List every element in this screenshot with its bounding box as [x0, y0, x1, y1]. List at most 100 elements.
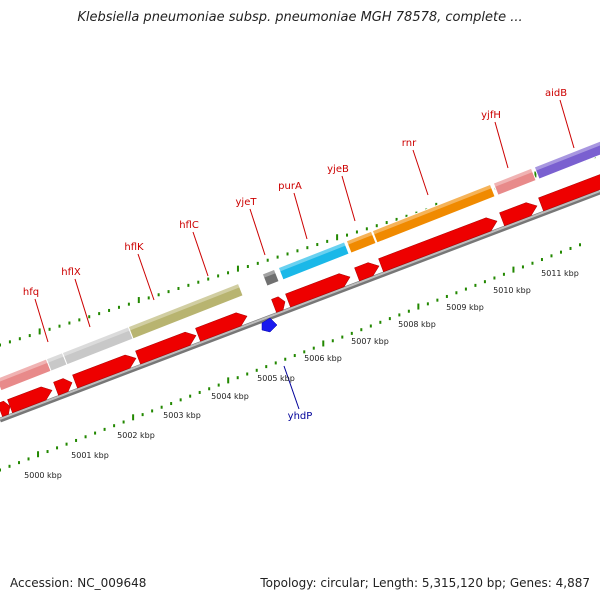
scale-labels: 5000 kbp 5001 kbp 5002 kbp 5003 kbp 5004 kbp…: [24, 269, 579, 480]
gene-label-yjeB[interactable]: yjeB: [327, 164, 349, 175]
cds-arrow[interactable]: [135, 329, 199, 365]
minor-tick: [189, 394, 192, 398]
minor-tick: [217, 274, 220, 278]
gene-block-yjfH[interactable]: [492, 167, 537, 196]
gene-block-hfq[interactable]: [0, 358, 52, 392]
minor-tick: [579, 243, 582, 247]
gene-fill: [261, 268, 280, 287]
cds-arrow[interactable]: [72, 352, 139, 389]
minor-tick: [88, 315, 91, 319]
major-tick: [322, 340, 325, 347]
minor-tick: [474, 283, 477, 287]
leader-hfq: [34, 298, 49, 343]
minor-tick: [177, 286, 180, 290]
gene-label-purA[interactable]: purA: [278, 181, 302, 192]
minor-tick: [179, 398, 182, 402]
minor-tick: [197, 280, 200, 284]
minor-tick: [303, 350, 306, 354]
minor-tick: [28, 334, 31, 338]
gene-label-hflX[interactable]: hflX: [61, 267, 81, 278]
minor-tick: [316, 243, 319, 247]
cds-arrow[interactable]: [53, 376, 75, 396]
scale-label: 5009 kbp: [446, 303, 484, 312]
accession-text: Accession: NC_009648: [10, 576, 147, 590]
leader-lines: [34, 99, 575, 410]
minor-tick: [426, 302, 429, 306]
gene-label-aidB[interactable]: aidB: [545, 88, 567, 99]
gene-label-rnr[interactable]: rnr: [402, 138, 417, 149]
minor-tick: [436, 298, 439, 302]
cds-arrow[interactable]: [271, 295, 288, 313]
minor-tick: [559, 250, 562, 254]
cds-arrow[interactable]: [285, 270, 353, 308]
cds-arrow[interactable]: [538, 171, 600, 212]
gene-block-rnr[interactable]: [371, 183, 496, 244]
gene-label-hflC[interactable]: hflC: [179, 220, 199, 231]
minor-tick: [341, 335, 344, 339]
major-tick: [137, 297, 140, 304]
minor-tick: [531, 261, 534, 265]
minor-tick: [296, 249, 299, 253]
minor-tick: [56, 446, 59, 450]
minor-tick: [255, 368, 258, 372]
minor-tick: [293, 354, 296, 358]
gene-label-yjeT[interactable]: yjeT: [236, 197, 258, 208]
minor-tick: [0, 343, 1, 347]
cds-arrow[interactable]: [354, 259, 382, 282]
leader-yjeT: [249, 208, 266, 256]
gene-fill: [492, 167, 537, 196]
minor-tick: [326, 239, 329, 243]
minor-tick: [375, 224, 378, 228]
minor-tick: [286, 252, 289, 256]
minor-tick: [306, 246, 309, 250]
leader-yjeB: [341, 175, 356, 222]
gene-fill: [127, 282, 244, 340]
minor-tick: [266, 258, 269, 262]
gene-label-hfq[interactable]: hfq: [23, 287, 39, 298]
gene-block-hflX[interactable]: [45, 352, 68, 372]
major-tick: [336, 234, 339, 241]
major-tick: [132, 414, 135, 421]
minor-tick: [284, 357, 287, 361]
scale-label: 5006 kbp: [304, 354, 342, 363]
gene-block-yjeT[interactable]: [261, 268, 280, 287]
cds-arrow[interactable]: [7, 384, 55, 414]
minor-tick: [540, 258, 543, 262]
minor-tick: [550, 254, 553, 258]
cds-arrow[interactable]: [378, 215, 500, 273]
gene-label-yjfH[interactable]: yjfH: [481, 110, 501, 121]
gene-block-yhdP[interactable]: [261, 317, 278, 333]
minor-tick: [360, 328, 363, 332]
gene-block-hflC[interactable]: [127, 282, 244, 340]
gene-blocks: [0, 136, 600, 392]
minor-tick: [455, 291, 458, 295]
minor-tick: [122, 420, 125, 424]
gene-block-aidB[interactable]: [533, 136, 600, 180]
minor-tick: [208, 387, 211, 391]
cds-arrow[interactable]: [195, 310, 250, 342]
minor-tick: [369, 324, 372, 328]
gene-block-yjeB[interactable]: [345, 230, 377, 254]
minor-tick: [379, 320, 382, 324]
gene-label-hflK[interactable]: hflK: [124, 242, 144, 253]
cds-arrow[interactable]: [0, 400, 12, 417]
arrow-shape: [0, 400, 11, 417]
gene-label-yhdP[interactable]: yhdP: [288, 411, 313, 422]
major-tick: [227, 377, 230, 384]
minor-tick: [246, 265, 249, 269]
gene-fill: [533, 136, 600, 180]
scale-label: 5005 kbp: [257, 374, 295, 383]
leader-yhdP: [283, 365, 300, 410]
minor-tick: [170, 402, 173, 406]
minor-tick: [157, 293, 160, 297]
minor-tick: [276, 255, 279, 259]
leader-hflK: [137, 253, 155, 301]
cds-arrow[interactable]: [499, 199, 540, 227]
minor-tick: [388, 317, 391, 321]
minor-tick: [350, 331, 353, 335]
strand-lines: [0, 189, 600, 423]
gene-shine: [0, 359, 48, 383]
gene-shine: [534, 136, 600, 171]
gene-block-purA[interactable]: [277, 241, 350, 281]
